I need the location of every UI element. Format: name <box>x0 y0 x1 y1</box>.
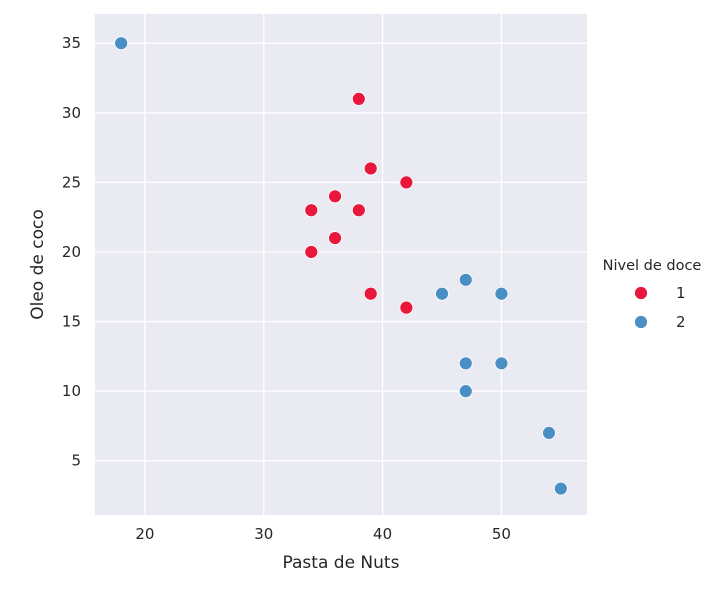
legend-marker-2 <box>634 315 648 329</box>
data-point-series-1 <box>363 161 378 176</box>
y-tick-label: 10 <box>62 382 81 400</box>
legend-label-1: 1 <box>676 284 686 302</box>
data-points <box>114 36 568 496</box>
data-point-series-1 <box>399 175 414 190</box>
y-tick-labels: 5 10 15 20 25 30 35 <box>62 34 81 470</box>
data-point-series-2 <box>494 286 509 301</box>
x-tick-label: 30 <box>254 525 273 543</box>
y-tick-label: 5 <box>71 452 81 470</box>
data-point-series-2 <box>458 384 473 399</box>
data-point-series-1 <box>328 231 342 245</box>
data-point-series-2 <box>435 286 449 301</box>
legend: 12 <box>634 284 686 331</box>
data-point-series-2 <box>458 272 473 287</box>
data-point-series-1 <box>351 203 366 218</box>
data-point-series-1 <box>304 203 319 218</box>
x-tick-label: 40 <box>373 525 392 543</box>
y-tick-label: 30 <box>62 104 81 122</box>
y-tick-label: 25 <box>62 173 81 191</box>
x-tick-label: 50 <box>492 525 511 543</box>
y-tick-label: 15 <box>62 313 81 331</box>
data-point-series-2 <box>114 36 129 51</box>
data-point-series-2 <box>553 481 568 496</box>
x-tick-labels: 20 30 40 50 <box>135 525 511 543</box>
data-point-series-1 <box>328 189 342 204</box>
data-point-series-2 <box>458 356 473 371</box>
legend-marker-1 <box>634 286 648 300</box>
y-tick-label: 35 <box>62 34 81 52</box>
data-point-series-1 <box>399 300 414 315</box>
data-point-series-1 <box>351 91 366 106</box>
plot-area <box>95 14 587 515</box>
x-axis-title: Pasta de Nuts <box>283 553 400 573</box>
data-point-series-2 <box>542 425 556 440</box>
y-axis-title: Oleo de coco <box>28 209 48 320</box>
data-point-series-1 <box>304 245 319 259</box>
data-point-series-1 <box>363 286 378 301</box>
legend-label-2: 2 <box>676 313 686 331</box>
gridlines <box>95 14 587 515</box>
y-tick-label: 20 <box>62 243 81 261</box>
x-tick-label: 20 <box>135 525 154 543</box>
legend-title: Nivel de doce <box>603 258 702 274</box>
data-point-series-2 <box>494 356 509 371</box>
